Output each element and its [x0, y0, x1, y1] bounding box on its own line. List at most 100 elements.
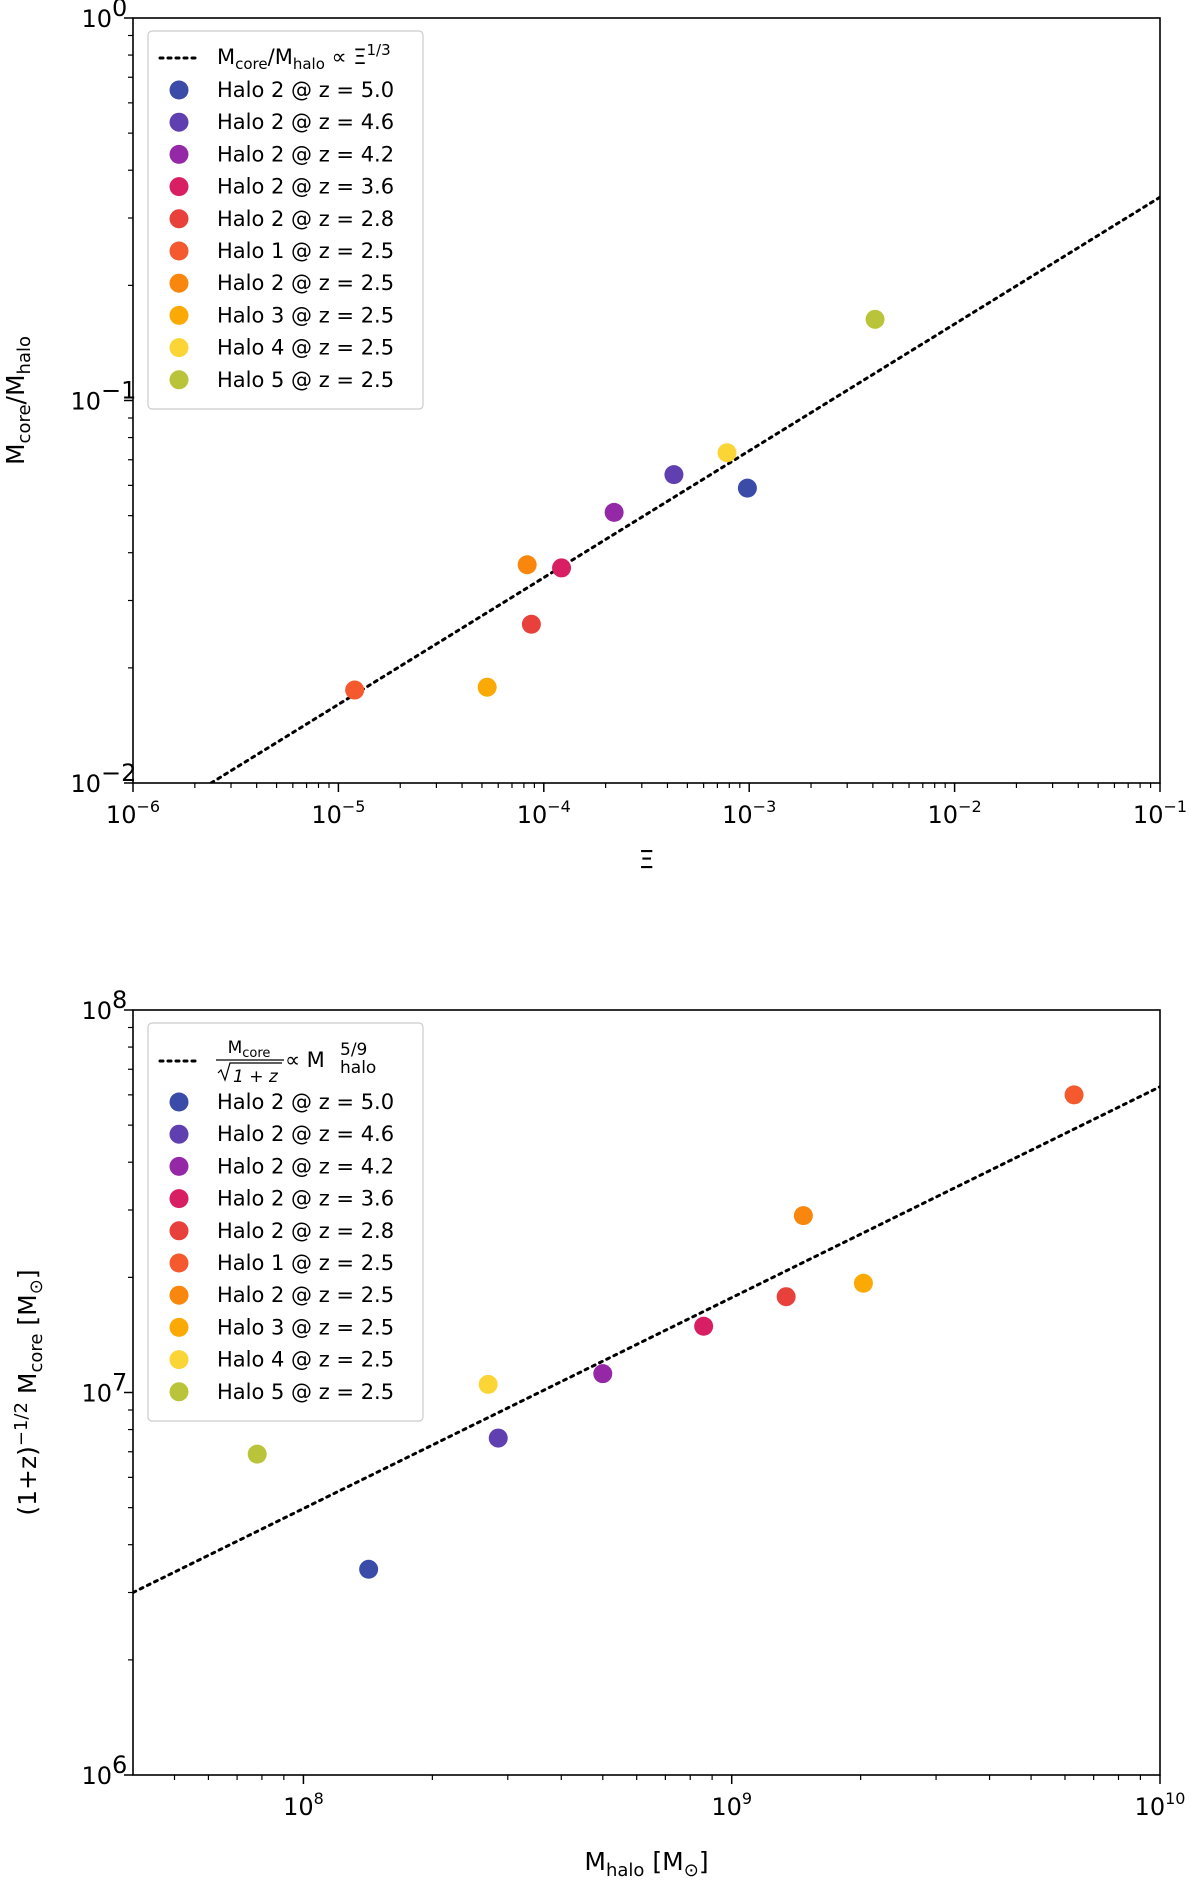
y-tick-exponent: 8 — [112, 986, 127, 1014]
x-axis-label: Ξ — [639, 845, 655, 874]
minor-ticks — [128, 1026, 1142, 1780]
data-point — [521, 614, 541, 634]
legend-entry-label: Halo 2 @ z = 4.6 — [217, 1122, 394, 1146]
minor-ticks — [128, 34, 1152, 788]
legend-marker — [169, 241, 189, 261]
legend-marker — [169, 209, 189, 229]
x-tick-label: 10−6 — [106, 797, 160, 829]
y-tick-label: 10 — [81, 997, 112, 1025]
legend-entry-label: Halo 2 @ z = 4.2 — [217, 1154, 394, 1178]
data-point — [345, 680, 365, 700]
data-point — [552, 558, 572, 578]
legend-entry-label: Halo 5 @ z = 2.5 — [217, 1380, 394, 1404]
x-tick-label: 10−4 — [517, 797, 571, 829]
data-point — [247, 1444, 267, 1464]
legend-marker — [169, 177, 189, 197]
legend-marker — [169, 1124, 189, 1144]
x-tick-label: 1010 — [1135, 1789, 1186, 1821]
legend-box — [147, 1022, 424, 1422]
legend-marker — [169, 273, 189, 293]
legend-box — [147, 30, 424, 410]
legend-entry-label: Halo 3 @ z = 2.5 — [217, 1315, 394, 1339]
legend-fit-relation: ∝ M — [285, 1048, 325, 1072]
legend-marker — [169, 1350, 189, 1370]
legend-entry-label: Halo 1 @ z = 2.5 — [217, 1251, 394, 1275]
legend-fit-numerator: Mcore — [228, 1038, 271, 1061]
legend-entry-label: Halo 2 @ z = 3.6 — [217, 175, 394, 199]
legend-entry-label: Halo 2 @ z = 2.8 — [217, 207, 394, 231]
data-point — [853, 1273, 873, 1293]
legend-fit-exponent: 5/9 — [340, 1040, 367, 1060]
legend-marker — [169, 338, 189, 358]
data-point — [593, 1364, 613, 1384]
data-point — [604, 502, 624, 522]
legend-marker — [169, 1189, 189, 1209]
data-point — [359, 1559, 379, 1579]
data-point — [1064, 1085, 1084, 1105]
y-tick-label: 10 — [81, 1762, 112, 1790]
legend-marker — [169, 112, 189, 132]
legend-entry-label: Halo 4 @ z = 2.5 — [217, 336, 394, 360]
data-point — [517, 555, 537, 575]
fit-line — [209, 195, 1160, 783]
legend-marker — [169, 1156, 189, 1176]
legend-marker — [169, 305, 189, 325]
y-tick-label: 10 — [70, 388, 101, 416]
legend-marker — [169, 1253, 189, 1273]
legend-marker — [169, 80, 189, 100]
legend-marker — [169, 1092, 189, 1112]
data-point — [477, 677, 497, 697]
y-tick-exponent: 6 — [112, 1751, 127, 1779]
data-point — [694, 1316, 714, 1336]
data-points — [247, 1085, 1084, 1579]
axes-frame — [132, 1009, 1161, 1776]
data-point — [776, 1287, 796, 1307]
legend-entry-label: Halo 1 @ z = 2.5 — [217, 239, 394, 263]
fit-line — [133, 1085, 1160, 1595]
y-tick-label: 10 — [70, 770, 101, 798]
x-tick-label: 10−1 — [1133, 797, 1187, 829]
data-point — [664, 465, 684, 485]
data-point — [488, 1428, 508, 1448]
legend-entry-label: Halo 2 @ z = 5.0 — [217, 1090, 394, 1114]
y-tick-label: 10 — [81, 1380, 112, 1408]
x-tick-label: 10−2 — [928, 797, 982, 829]
data-point — [793, 1206, 813, 1226]
legend-marker — [169, 144, 189, 164]
legend-marker — [169, 370, 189, 390]
legend-fit-label: Mcore/Mhalo ∝ Ξ1/3 — [217, 41, 391, 73]
legend-fit-subscript: halo — [340, 1058, 376, 1078]
legend-marker — [169, 1382, 189, 1402]
x-tick-label: 109 — [711, 1789, 752, 1821]
data-point — [737, 478, 757, 498]
y-axis-label: (1+z)−1/2 Mcore [M⊙] — [11, 1269, 47, 1515]
data-point — [717, 443, 737, 463]
legend-marker — [169, 1317, 189, 1337]
y-tick-exponent: 7 — [112, 1369, 127, 1397]
legend-entry-label: Halo 2 @ z = 4.6 — [217, 110, 394, 134]
legend-entry-label: Halo 2 @ z = 2.5 — [217, 271, 394, 295]
y-tick-label: 10 — [81, 5, 112, 33]
legend-entry-label: Halo 2 @ z = 5.0 — [217, 78, 394, 102]
legend-entry-label: Halo 2 @ z = 2.8 — [217, 1219, 394, 1243]
y-axis-label: Mcore/Mhalo — [1, 336, 35, 465]
legend-entry-label: Halo 3 @ z = 2.5 — [217, 303, 394, 327]
y-tick-exponent: −1 — [101, 377, 136, 405]
y-tick-exponent: 0 — [112, 0, 127, 22]
legend-sqrt-icon — [217, 1062, 282, 1082]
data-point — [865, 309, 885, 329]
legend-entry-label: Halo 2 @ z = 2.5 — [217, 1283, 394, 1307]
axes-frame — [132, 17, 1161, 784]
legend: Mcore/Mhalo ∝ Ξ1/3 Halo 2 @ z = 5.0 Halo 2… — [147, 30, 424, 410]
x-axis-label: Mhalo [M⊙] — [584, 1847, 708, 1881]
y-tick-exponent: −2 — [101, 759, 136, 787]
legend-entry-label: Halo 2 @ z = 4.2 — [217, 142, 394, 166]
x-tick-label: 108 — [283, 1789, 324, 1821]
legend-entry-label: Halo 2 @ z = 3.6 — [217, 1187, 394, 1211]
legend-marker — [169, 1221, 189, 1241]
legend-marker — [169, 1285, 189, 1305]
x-tick-label: 10−5 — [311, 797, 365, 829]
